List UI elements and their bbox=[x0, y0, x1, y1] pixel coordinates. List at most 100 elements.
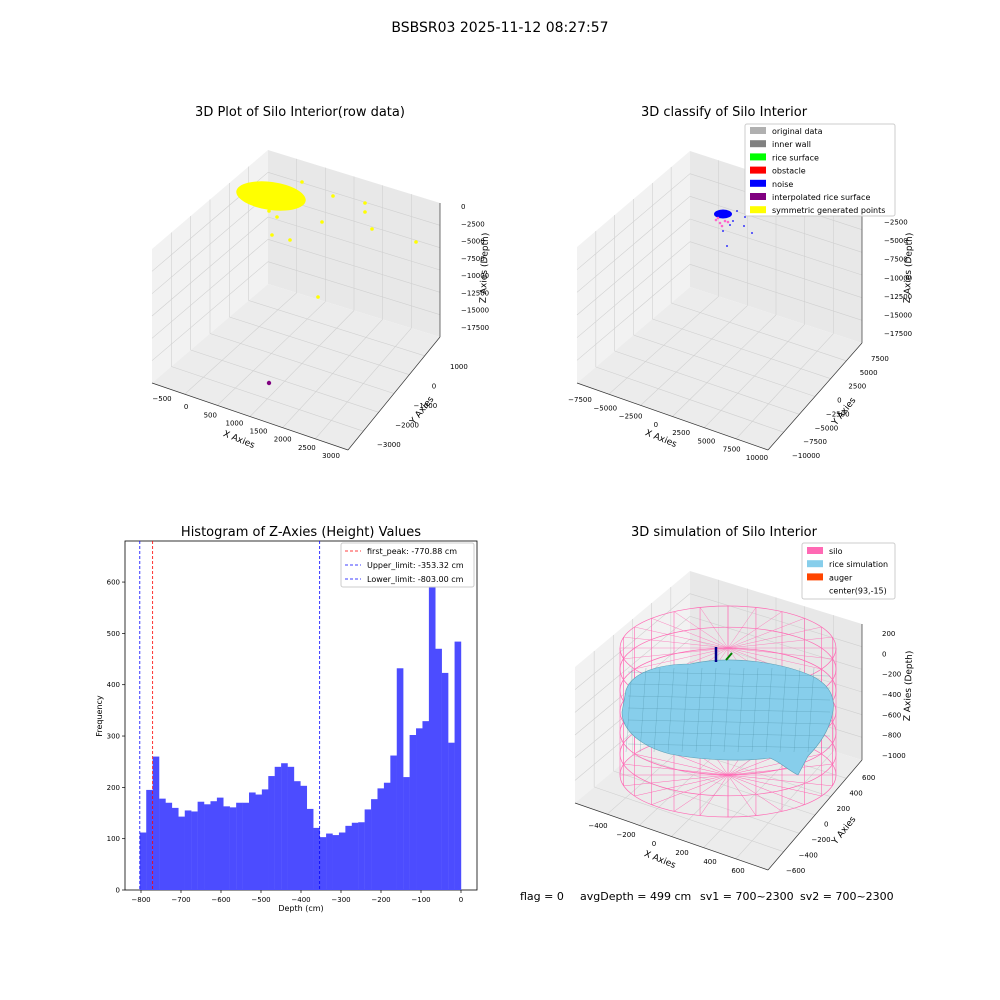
classify-point bbox=[720, 224, 724, 228]
histogram-x-label: Depth (cm) bbox=[278, 904, 323, 913]
floor-pane bbox=[577, 287, 862, 450]
histogram-bar bbox=[139, 832, 147, 890]
raw-x-tick: 500 bbox=[204, 411, 217, 419]
histogram-bar bbox=[306, 808, 314, 890]
classify-legend-swatch bbox=[750, 193, 766, 200]
classify-z-tick: −10000 bbox=[884, 274, 912, 282]
histogram-bar bbox=[358, 822, 365, 890]
raw-point bbox=[320, 220, 324, 224]
y-axis-line bbox=[347, 336, 441, 451]
histogram-x-tick-label: −100 bbox=[411, 896, 430, 904]
rice-mesh-line bbox=[793, 667, 801, 753]
classify-z-tick: −7500 bbox=[884, 256, 908, 264]
classify-legend-swatch bbox=[750, 127, 766, 134]
raw-3d-box bbox=[151, 150, 441, 451]
classify-y-tick: −2500 bbox=[826, 410, 850, 418]
simulation-x-tick: 400 bbox=[703, 858, 716, 866]
simulation-z-tick: −400 bbox=[882, 691, 901, 699]
histogram-y-ticks: 0 100 200 300 400 500 600 bbox=[107, 579, 125, 895]
histogram-bar bbox=[435, 648, 442, 890]
classify-legend-swatch bbox=[750, 206, 766, 214]
histogram-legend-label: first_peak: -770.88 cm bbox=[367, 547, 457, 556]
silo-floor-spoke bbox=[623, 763, 729, 776]
histogram-x-tick-label: −300 bbox=[331, 896, 350, 904]
rice-mesh-line bbox=[627, 719, 831, 725]
panel-raw-title: 3D Plot of Silo Interior(row data) bbox=[195, 105, 405, 120]
classify-legend-label: noise bbox=[772, 180, 793, 189]
histogram-bar bbox=[441, 672, 449, 890]
histogram-bar bbox=[396, 668, 404, 890]
classify-noise-point bbox=[726, 245, 728, 247]
raw-x-tick: 1000 bbox=[226, 419, 244, 427]
histogram-bar bbox=[223, 806, 230, 890]
classify-noise-point bbox=[722, 230, 724, 232]
raw-z-tick: −2500 bbox=[461, 220, 485, 228]
classify-noise-point bbox=[744, 216, 746, 218]
simulation-z-tick: −800 bbox=[882, 732, 901, 740]
raw-points bbox=[236, 180, 418, 386]
silo-top-spoke bbox=[727, 636, 833, 649]
histogram-y-tick-label: 400 bbox=[107, 681, 120, 689]
raw-point bbox=[270, 233, 274, 237]
histogram-bar bbox=[293, 781, 301, 890]
rice-mesh-line bbox=[639, 667, 647, 753]
histogram-bar bbox=[146, 789, 153, 890]
classify-point bbox=[718, 221, 722, 225]
simulation-y-tick: −200 bbox=[811, 836, 830, 844]
histogram-bar bbox=[268, 776, 275, 890]
silo-top-spoke bbox=[727, 647, 833, 660]
floor-grid-line bbox=[248, 300, 425, 357]
classify-x-tick: −5000 bbox=[593, 404, 617, 412]
simulation-x-tick: 0 bbox=[652, 840, 656, 848]
raw-x-tick: 3000 bbox=[322, 452, 340, 460]
rice-mesh-line bbox=[627, 695, 831, 701]
histogram-bar bbox=[191, 811, 198, 890]
rice-mesh-line bbox=[807, 667, 815, 753]
classify-z-tick: −12500 bbox=[884, 293, 912, 301]
simulation-y-tick: 0 bbox=[824, 821, 828, 829]
simulation-x-label: X Axies bbox=[642, 849, 677, 871]
raw-x-ticks: −500 0 500 1000 1500 2000 2500 3000 bbox=[152, 395, 340, 460]
histogram-bar bbox=[371, 799, 378, 890]
classify-x-tick: 2500 bbox=[672, 429, 690, 437]
histogram-bar bbox=[204, 804, 211, 890]
silo-top-spoke bbox=[727, 618, 805, 649]
auger-branch bbox=[725, 652, 733, 661]
histogram-bar bbox=[165, 802, 173, 890]
status-sv1: sv1 = 700~2300 bbox=[700, 890, 794, 903]
classify-legend-swatch bbox=[750, 179, 766, 187]
simulation-legend-swatch bbox=[807, 573, 823, 581]
y-axis-line bbox=[767, 342, 863, 451]
histogram-bar bbox=[351, 822, 359, 890]
classify-noise-point bbox=[732, 220, 734, 222]
classify-noise-point bbox=[751, 232, 753, 234]
rice-mesh-line bbox=[627, 743, 831, 749]
classify-point bbox=[726, 220, 730, 224]
classify-y-tick: −10000 bbox=[792, 452, 820, 460]
side-grid-line bbox=[574, 593, 691, 690]
silo-floor-spoke bbox=[727, 774, 833, 787]
rice-mesh-line bbox=[667, 667, 675, 753]
rice-surface-mesh bbox=[625, 667, 831, 753]
histogram-bar bbox=[319, 837, 327, 890]
rice-mesh-line bbox=[627, 683, 831, 689]
classify-point bbox=[716, 216, 720, 220]
histogram-bar bbox=[364, 809, 372, 890]
silo-top-spoke bbox=[634, 647, 729, 670]
histogram-bar bbox=[326, 833, 333, 890]
raw-y-tick: 0 bbox=[432, 383, 436, 391]
histogram-bar bbox=[383, 782, 391, 890]
histogram-bar bbox=[338, 832, 346, 890]
simulation-z-tick: −600 bbox=[882, 711, 901, 719]
histogram-y-tick-label: 200 bbox=[107, 784, 120, 792]
histogram-bar bbox=[454, 641, 462, 890]
histogram-bar bbox=[159, 798, 166, 890]
histogram-bar bbox=[409, 735, 417, 890]
raw-x-tick: 2500 bbox=[298, 444, 316, 452]
histogram-bar bbox=[300, 785, 308, 890]
raw-x-tick: 2000 bbox=[274, 436, 292, 444]
raw-y-tick: −3000 bbox=[377, 441, 401, 449]
back-grid-line bbox=[689, 593, 863, 647]
rice-mesh-line bbox=[627, 731, 831, 737]
